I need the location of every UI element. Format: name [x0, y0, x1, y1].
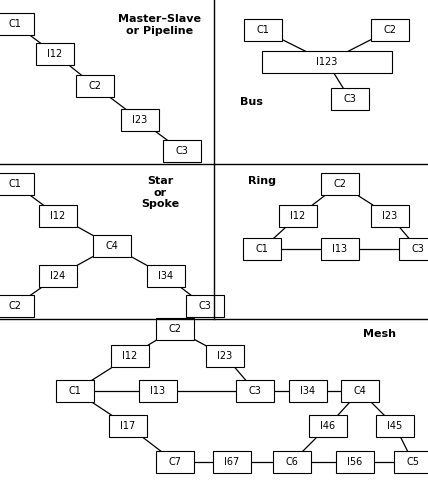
Text: Mesh: Mesh [363, 329, 396, 339]
Text: Bus: Bus [240, 97, 263, 107]
Text: C3: C3 [344, 94, 357, 104]
FancyBboxPatch shape [39, 205, 77, 227]
Text: I23: I23 [132, 115, 148, 125]
FancyBboxPatch shape [262, 51, 392, 73]
Text: C2: C2 [383, 25, 396, 35]
FancyBboxPatch shape [206, 345, 244, 367]
FancyBboxPatch shape [331, 88, 369, 110]
FancyBboxPatch shape [289, 380, 327, 402]
Text: I34: I34 [300, 386, 315, 396]
Text: I12: I12 [48, 49, 62, 59]
Text: C2: C2 [169, 324, 181, 334]
FancyBboxPatch shape [394, 451, 428, 473]
FancyBboxPatch shape [321, 238, 359, 260]
Text: C1: C1 [256, 244, 268, 254]
FancyBboxPatch shape [156, 318, 194, 340]
FancyBboxPatch shape [163, 140, 201, 162]
Text: I13: I13 [333, 244, 348, 254]
Text: C5: C5 [407, 457, 419, 467]
Text: C2: C2 [9, 301, 21, 311]
FancyBboxPatch shape [371, 19, 409, 41]
Text: I12: I12 [290, 211, 306, 221]
FancyBboxPatch shape [236, 380, 274, 402]
FancyBboxPatch shape [93, 235, 131, 257]
FancyBboxPatch shape [336, 451, 374, 473]
Text: C3: C3 [175, 146, 188, 156]
FancyBboxPatch shape [244, 19, 282, 41]
Text: Ring: Ring [248, 176, 276, 186]
FancyBboxPatch shape [279, 205, 317, 227]
FancyBboxPatch shape [39, 265, 77, 287]
Text: I13: I13 [150, 386, 166, 396]
Text: C1: C1 [256, 25, 270, 35]
FancyBboxPatch shape [56, 380, 94, 402]
FancyBboxPatch shape [36, 43, 74, 65]
Text: I24: I24 [51, 271, 65, 281]
Text: Master–Slave
or Pipeline: Master–Slave or Pipeline [119, 14, 202, 36]
Text: I12: I12 [122, 351, 138, 361]
FancyBboxPatch shape [371, 205, 409, 227]
Text: I45: I45 [387, 421, 403, 431]
Text: I56: I56 [348, 457, 363, 467]
FancyBboxPatch shape [147, 265, 185, 287]
FancyBboxPatch shape [0, 173, 34, 195]
Text: C1: C1 [9, 19, 21, 29]
FancyBboxPatch shape [213, 451, 251, 473]
Text: I12: I12 [51, 211, 65, 221]
Text: C3: C3 [412, 244, 425, 254]
Text: C1: C1 [9, 179, 21, 189]
FancyBboxPatch shape [0, 295, 34, 317]
Text: C6: C6 [285, 457, 298, 467]
Text: C1: C1 [68, 386, 81, 396]
Text: C2: C2 [333, 179, 347, 189]
FancyBboxPatch shape [111, 345, 149, 367]
FancyBboxPatch shape [76, 75, 114, 97]
Text: C3: C3 [249, 386, 262, 396]
Text: C7: C7 [169, 457, 181, 467]
Text: I23: I23 [217, 351, 233, 361]
FancyBboxPatch shape [309, 415, 347, 437]
FancyBboxPatch shape [186, 295, 224, 317]
Text: I23: I23 [382, 211, 398, 221]
FancyBboxPatch shape [399, 238, 428, 260]
Text: I34: I34 [158, 271, 174, 281]
FancyBboxPatch shape [121, 109, 159, 131]
FancyBboxPatch shape [321, 173, 359, 195]
Text: Star
or
Spoke: Star or Spoke [141, 176, 179, 209]
FancyBboxPatch shape [139, 380, 177, 402]
FancyBboxPatch shape [243, 238, 281, 260]
Text: C4: C4 [106, 241, 119, 251]
FancyBboxPatch shape [109, 415, 147, 437]
Text: I67: I67 [224, 457, 240, 467]
Text: C3: C3 [199, 301, 211, 311]
FancyBboxPatch shape [376, 415, 414, 437]
FancyBboxPatch shape [273, 451, 311, 473]
Text: I123: I123 [316, 57, 338, 67]
FancyBboxPatch shape [156, 451, 194, 473]
Text: I46: I46 [321, 421, 336, 431]
FancyBboxPatch shape [341, 380, 379, 402]
Text: C4: C4 [354, 386, 366, 396]
FancyBboxPatch shape [0, 13, 34, 35]
Text: I17: I17 [120, 421, 136, 431]
Text: C2: C2 [89, 81, 101, 91]
